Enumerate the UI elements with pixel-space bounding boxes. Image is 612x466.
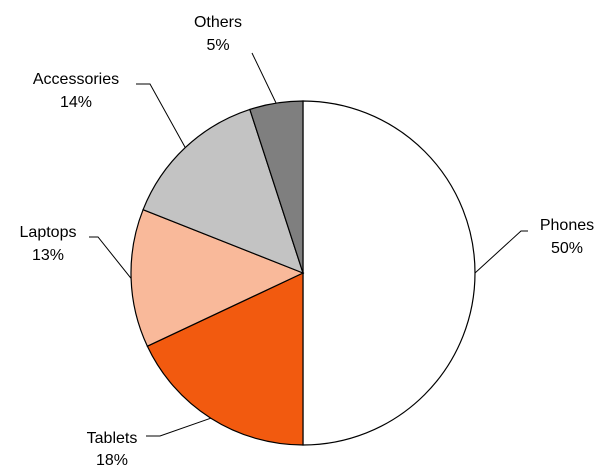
slice-label-others: Others	[194, 14, 242, 31]
leader-line-phones	[474, 230, 528, 274]
slice-label-tablets: Tablets	[87, 430, 138, 447]
slice-percent-accessories: 14%	[60, 94, 92, 111]
leader-line-tablets	[146, 417, 211, 437]
pie-slice-others	[249, 100, 304, 274]
leader-line-accessories	[136, 83, 186, 148]
pie-slices	[130, 100, 476, 446]
leader-line-laptops	[89, 236, 132, 279]
pie-slice-phones	[302, 100, 476, 446]
slice-percent-tablets: 18%	[96, 452, 128, 466]
slice-label-laptops: Laptops	[20, 224, 77, 241]
label-others: Others 5%	[194, 14, 242, 54]
label-phones: Phones 50%	[540, 217, 594, 257]
slice-percent-laptops: 13%	[32, 247, 64, 264]
pie-slice-laptops	[130, 208, 305, 348]
pie-slice-tablets	[146, 272, 304, 446]
label-laptops: Laptops 13%	[20, 224, 77, 264]
leader-line-others	[251, 52, 277, 104]
label-tablets: Tablets 18%	[87, 430, 138, 466]
slice-label-phones: Phones	[540, 217, 594, 234]
slice-percent-others: 5%	[206, 37, 229, 54]
leader-lines	[89, 52, 528, 437]
label-accessories: Accessories 14%	[33, 71, 119, 111]
slice-label-accessories: Accessories	[33, 71, 119, 88]
slice-percent-phones: 50%	[551, 240, 583, 257]
